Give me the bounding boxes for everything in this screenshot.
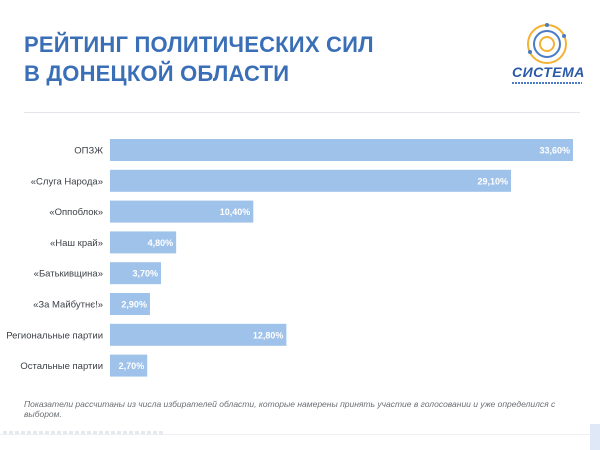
bar	[110, 231, 177, 254]
value-label: 2,90%	[121, 300, 147, 310]
logo-tagline	[512, 82, 582, 84]
title-line-2: В ДОНЕЦКОЙ ОБЛАСТИ	[24, 61, 290, 86]
category-label: «Батькивщина»	[34, 269, 103, 280]
bar	[110, 139, 573, 161]
bar	[110, 262, 161, 285]
value-label: 33,60%	[539, 146, 570, 156]
category-label: ОПЗЖ	[74, 146, 103, 157]
category-label: Остальные партии	[20, 361, 103, 372]
rating-bar-chart: ОПЗЖ 33,60% «Слуга Народа» 29,10% «Оппоблок»…	[6, 139, 573, 377]
value-label: 12,80%	[253, 330, 284, 340]
footnote: Показатели рассчитаны из числа избирател…	[24, 399, 556, 419]
title-divider	[24, 112, 580, 113]
value-label: 3,70%	[132, 269, 158, 279]
footer-faint-text	[3, 431, 163, 435]
logo-emblem-icon	[527, 23, 567, 64]
category-label: «За Майбутнє!»	[33, 300, 103, 311]
value-label: 10,40%	[220, 207, 251, 217]
bar	[110, 200, 254, 223]
value-label: 2,70%	[119, 361, 145, 371]
sistema-logo: СИСТЕМА	[512, 22, 585, 94]
value-label: 4,80%	[148, 238, 174, 248]
bar	[110, 323, 287, 346]
title-line-1: РЕЙТИНГ ПОЛИТИЧЕСКИХ СИЛ	[24, 32, 374, 57]
logo-wordmark: СИСТЕМА	[512, 64, 585, 80]
category-label: «Наш край»	[50, 238, 103, 249]
bar	[110, 293, 150, 315]
category-label: «Оппоблок»	[49, 207, 103, 218]
category-label: Региональные партии	[6, 330, 103, 341]
footer-rule	[0, 434, 590, 435]
value-label: 29,10%	[477, 176, 508, 186]
bar	[110, 354, 148, 377]
bar	[110, 169, 511, 192]
chart-title: РЕЙТИНГ ПОЛИТИЧЕСКИХ СИЛ В ДОНЕЦКОЙ ОБЛА…	[24, 30, 444, 88]
footer-corner	[590, 424, 600, 450]
category-label: «Слуга Народа»	[31, 176, 103, 187]
